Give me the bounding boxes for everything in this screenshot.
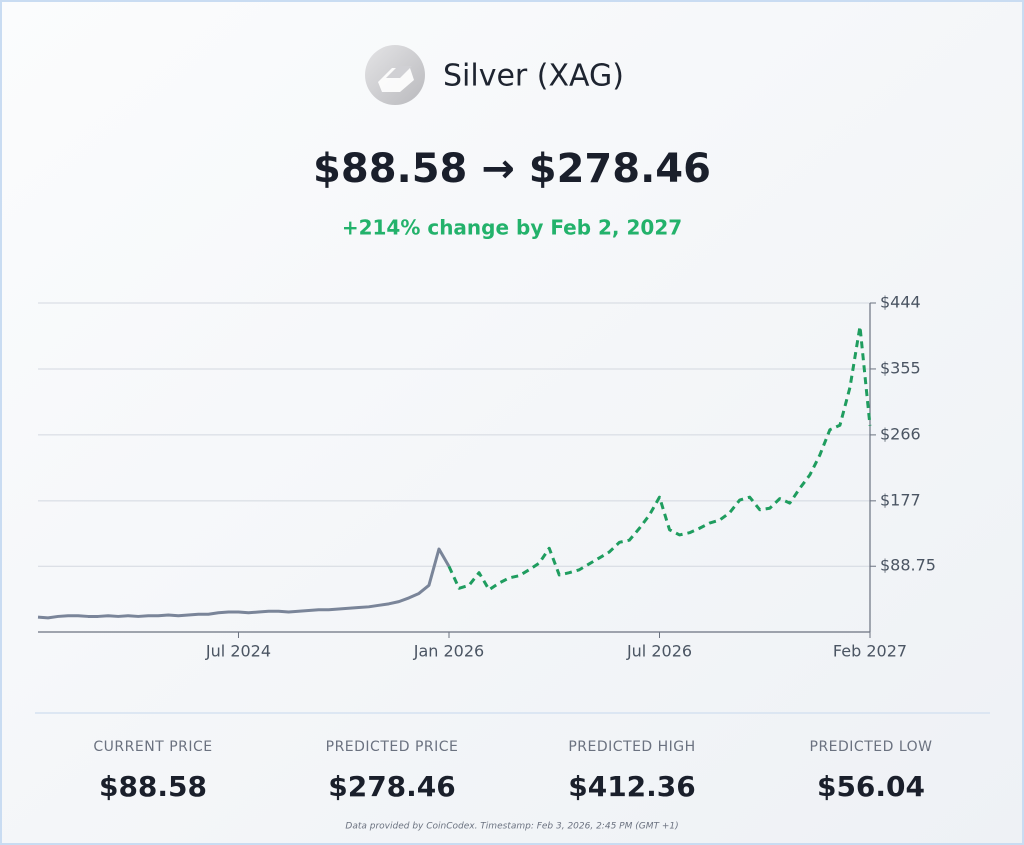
x-tick-label: Feb 2027 <box>833 642 907 661</box>
stats: CURRENT PRICE $88.58 PREDICTED PRICE $278.4… <box>93 739 932 803</box>
silver-icon <box>365 45 425 105</box>
change-note: +214% change by Feb 2, 2027 <box>342 216 682 240</box>
y-tick-label: $444 <box>880 293 921 312</box>
asset-title: Silver (XAG) <box>443 59 624 94</box>
stat-value: $278.46 <box>328 770 456 803</box>
y-tick-label: $266 <box>880 424 921 443</box>
stat-label: PREDICTED PRICE <box>326 739 459 755</box>
forecast-line <box>447 324 872 592</box>
stat-value: $88.58 <box>99 770 207 803</box>
y-tick-label: $177 <box>880 490 921 509</box>
footer: Data provided by CoinCodex. Timestamp: F… <box>345 822 678 832</box>
y-tick-label: $88.75 <box>880 556 936 575</box>
stat-label: CURRENT PRICE <box>93 739 212 755</box>
history-line <box>37 547 451 620</box>
stat-value: $56.04 <box>817 770 925 803</box>
x-tick-label: Jul 2024 <box>205 642 271 661</box>
y-tick-label: $355 <box>880 358 921 377</box>
chart: $88.75 $177 $266 $355 $444 Jul 2024 Jan 2026 Ju… <box>37 293 936 661</box>
stat-value: $412.36 <box>568 770 696 803</box>
x-tick-label: Jan 2026 <box>413 642 484 661</box>
stat-label: PREDICTED LOW <box>810 739 933 755</box>
stat-label: PREDICTED HIGH <box>568 739 695 755</box>
price-change: $88.58 → $278.46 <box>313 146 711 192</box>
x-tick-label: Jul 2026 <box>626 642 692 661</box>
